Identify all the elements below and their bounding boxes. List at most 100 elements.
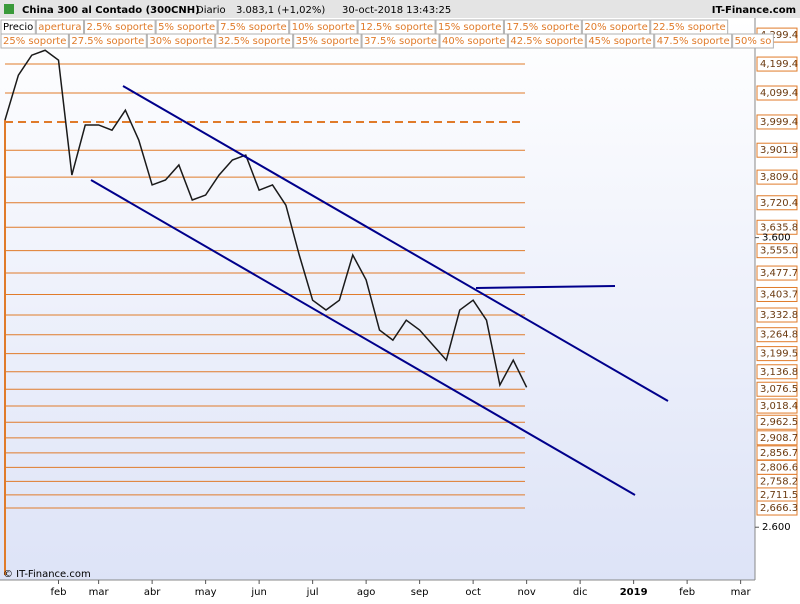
y-tick-label: 2.600 xyxy=(762,522,791,533)
level-label-box xyxy=(756,430,798,446)
level-label-box xyxy=(756,307,798,323)
legend-box xyxy=(361,33,440,49)
legend-item: 5% soporte xyxy=(158,22,215,33)
header-bar xyxy=(0,0,800,18)
legend-item: 25% soporte xyxy=(3,36,66,47)
x-tick-label: may xyxy=(195,587,217,598)
chart-title: China 300 al Contado (300CNH) xyxy=(22,5,200,16)
brand: IT-Finance.com xyxy=(712,5,796,16)
level-label: 3,555.0 xyxy=(760,246,798,257)
level-label-box xyxy=(756,381,798,397)
level-label-box xyxy=(756,56,798,72)
level-label-box xyxy=(756,327,798,343)
level-label-box xyxy=(756,414,798,430)
legend-box xyxy=(585,33,655,49)
level-label: 3,720.4 xyxy=(760,198,798,209)
level-label: 4,099.4 xyxy=(760,88,798,99)
legend-item: 40% soporte xyxy=(442,36,505,47)
legend-item: 30% soporte xyxy=(149,36,212,47)
level-label-box xyxy=(756,219,798,235)
legend-item: 42.5% soporte xyxy=(510,36,583,47)
level-label-box xyxy=(756,114,798,130)
level-label-box xyxy=(756,364,798,380)
x-tick-label: feb xyxy=(50,587,66,598)
timestamp: 30-oct-2018 13:43:25 xyxy=(342,5,451,16)
legend-item: 15% soporte xyxy=(438,22,501,33)
trendline xyxy=(122,85,669,402)
level-label: 2,908.7 xyxy=(760,433,798,444)
legend-item: 47.5% soporte xyxy=(657,36,730,47)
level-label: 3,809.0 xyxy=(760,172,798,183)
level-label: 2,666.3 xyxy=(760,503,798,514)
x-tick-label: nov xyxy=(517,587,535,598)
level-label: 3,018.4 xyxy=(760,401,798,412)
level-label: 2,711.5 xyxy=(760,490,798,501)
x-tick-label: ago xyxy=(357,587,376,598)
x-tick-label: dic xyxy=(573,587,588,598)
legend: Precio apertura 2.5% soporte 5% soporte 7.5%… xyxy=(0,19,774,49)
x-tick-label: 2019 xyxy=(620,587,648,598)
level-label-box xyxy=(756,346,798,362)
level-label-box xyxy=(756,195,798,211)
legend-item: 50% so xyxy=(735,36,772,47)
legend-box xyxy=(732,33,774,49)
price xyxy=(4,49,528,388)
level-label: 2,962.5 xyxy=(760,417,798,428)
level-label-box xyxy=(756,500,798,516)
level-label: 4,299.4 xyxy=(760,30,798,41)
x-tick-label: feb xyxy=(679,587,695,598)
legend-box xyxy=(146,33,216,49)
legend-item: 2.5% soporte xyxy=(87,22,154,33)
level-label: 2,806.6 xyxy=(760,462,798,473)
levels: 4,299.4 4,199.4 4,099.4 3,999.4 3,901.9 3,809… xyxy=(5,27,798,516)
x-tick-label: oct xyxy=(465,587,481,598)
legend-item: 12.5% soporte xyxy=(360,22,433,33)
legend-item: 45% soporte xyxy=(588,36,651,47)
legend-item: 22.5% soporte xyxy=(653,22,726,33)
legend-box xyxy=(654,33,733,49)
x-tick-label: jul xyxy=(306,587,319,598)
price-line xyxy=(4,49,528,388)
level-label: 3,332.8 xyxy=(760,310,798,321)
level-label-box xyxy=(756,265,798,281)
legend-box xyxy=(0,33,69,49)
level-label: 2,758.2 xyxy=(760,476,798,487)
level-label-box xyxy=(756,445,798,461)
level-label: 3,901.9 xyxy=(760,145,798,156)
legend-item: Precio xyxy=(3,22,33,33)
x-tick-label: mar xyxy=(89,587,110,598)
level-label-box xyxy=(756,85,798,101)
x-tick-label: jun xyxy=(250,587,266,598)
legend-item: 27.5% soporte xyxy=(71,36,144,47)
last-price: 3.083,1 (+1,02%) xyxy=(236,5,325,16)
period: Diario xyxy=(196,5,226,16)
legend-item: 17.5% soporte xyxy=(506,22,579,33)
legend-item: apertura xyxy=(38,22,81,33)
level-label: 3,999.4 xyxy=(760,117,798,128)
trendline xyxy=(90,179,636,496)
legend-box xyxy=(68,33,147,49)
legend-box xyxy=(439,33,508,49)
icon xyxy=(4,4,14,14)
level-label: 3,264.8 xyxy=(760,330,798,341)
copyright: © IT-Finance.com xyxy=(3,569,91,580)
level-label-box xyxy=(756,398,798,414)
level-label-box xyxy=(756,286,798,302)
level-label: 2,856.7 xyxy=(760,448,798,459)
legend-box xyxy=(215,33,294,49)
trendline xyxy=(475,285,616,289)
legend-item: 37.5% soporte xyxy=(364,36,437,47)
x-tick-label: mar xyxy=(731,587,752,598)
level-label: 3,635.8 xyxy=(760,222,798,233)
legend-item: 35% soporte xyxy=(296,36,359,47)
level-label-box xyxy=(756,243,798,259)
level-label: 3,199.5 xyxy=(760,349,798,360)
level-label-box xyxy=(756,142,798,158)
level-label: 3,136.8 xyxy=(760,367,798,378)
legend-item: 10% soporte xyxy=(292,22,355,33)
level-label: 3,403.7 xyxy=(760,289,798,300)
legend-box xyxy=(507,33,586,49)
y-tick-label: 3.600 xyxy=(762,233,791,244)
legend-item: 20% soporte xyxy=(584,22,647,33)
